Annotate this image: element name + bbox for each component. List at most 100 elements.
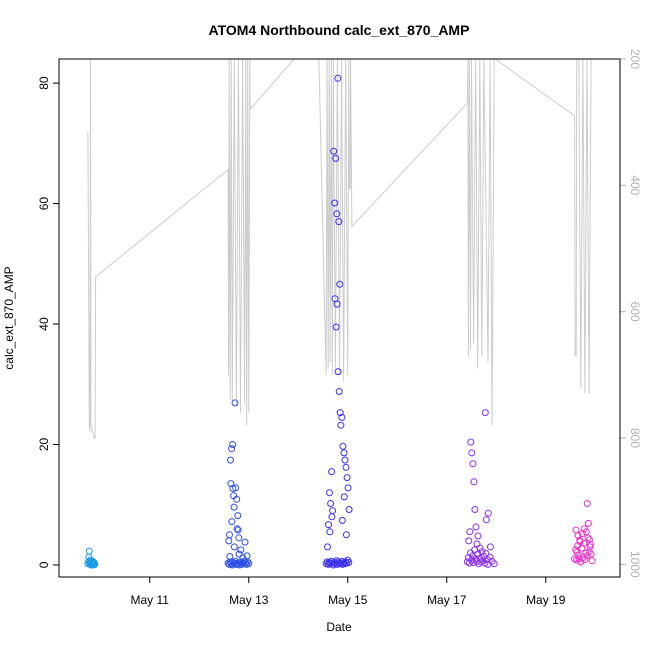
- data-point: [235, 550, 243, 558]
- data-point: [241, 538, 249, 546]
- data-point: [234, 526, 242, 534]
- data-point: [233, 525, 241, 533]
- data-point: [340, 449, 348, 457]
- y-tick-label: 60: [37, 197, 51, 211]
- data-point: [338, 413, 346, 421]
- data-point: [337, 421, 345, 429]
- data-point: [227, 456, 234, 464]
- data-point: [229, 485, 237, 492]
- y-tick-label: 80: [37, 76, 51, 90]
- data-point: [469, 460, 477, 468]
- data-point: [341, 456, 349, 464]
- data-point: [345, 506, 353, 513]
- data-point: [473, 540, 481, 548]
- data-point: [579, 554, 587, 562]
- data-point: [336, 409, 344, 417]
- data-point: [235, 534, 243, 542]
- data-point: [335, 218, 343, 226]
- data-point: [342, 531, 350, 539]
- data-point: [582, 549, 590, 557]
- data-point: [468, 449, 476, 457]
- y2-tick-label: 200: [628, 49, 642, 69]
- x-tick-label: May 15: [328, 593, 368, 607]
- data-point: [326, 528, 334, 536]
- y2-tick-label: 800: [628, 428, 642, 448]
- data-point: [342, 463, 350, 471]
- y-tick-label: 0: [37, 561, 51, 568]
- data-point: [470, 559, 478, 566]
- x-axis-label: Date: [326, 620, 352, 634]
- data-point: [234, 560, 242, 568]
- data-point: [334, 368, 342, 376]
- data-point: [343, 474, 351, 482]
- data-point: [331, 199, 339, 207]
- data-point: [344, 484, 352, 492]
- data-point: [335, 388, 343, 395]
- data-point: [334, 74, 342, 82]
- data-point: [584, 534, 592, 542]
- data-point: [225, 537, 233, 545]
- x-tick-label: May 11: [131, 593, 170, 607]
- data-point: [230, 503, 238, 511]
- data-point: [486, 543, 494, 551]
- data-point: [243, 552, 251, 560]
- data-point: [328, 513, 336, 521]
- data-point: [234, 512, 242, 520]
- data-point: [481, 409, 489, 417]
- data-point: [583, 552, 591, 560]
- data-point: [85, 547, 93, 555]
- data-point: [575, 555, 583, 563]
- data-point: [466, 528, 474, 536]
- data-point: [333, 210, 341, 218]
- data-point: [467, 438, 475, 446]
- data-point: [232, 484, 240, 492]
- data-point: [484, 509, 492, 517]
- data-point: [576, 538, 584, 545]
- y2-tick-label: 1000: [628, 551, 642, 578]
- secondary-series-line: [87, 58, 592, 439]
- data-point: [587, 550, 595, 558]
- data-point: [228, 445, 236, 453]
- data-point: [580, 539, 588, 547]
- data-point: [586, 543, 594, 551]
- data-point: [328, 468, 336, 476]
- x-tick-label: May 17: [427, 593, 467, 607]
- plot-frame: [58, 58, 621, 578]
- data-point: [471, 506, 479, 513]
- data-point: [338, 516, 346, 524]
- data-points-layer: [84, 74, 596, 569]
- data-point: [324, 543, 331, 551]
- data-point: [481, 559, 489, 567]
- data-point: [326, 489, 333, 497]
- secondary-line-layer: [87, 58, 592, 439]
- data-point: [327, 500, 335, 507]
- data-point: [474, 532, 482, 540]
- data-point: [470, 478, 478, 486]
- data-point: [340, 493, 348, 501]
- data-point: [472, 523, 480, 531]
- data-point: [332, 323, 340, 331]
- data-point: [585, 536, 593, 544]
- data-point: [245, 560, 253, 568]
- data-point: [586, 541, 594, 548]
- data-point: [226, 553, 234, 560]
- data-point: [336, 280, 344, 288]
- y-axis-label: calc_ext_870_AMP: [2, 266, 16, 369]
- data-point: [231, 399, 239, 407]
- data-point: [588, 557, 596, 565]
- data-point: [583, 500, 591, 507]
- data-point: [345, 559, 353, 566]
- data-point: [329, 507, 337, 515]
- data-point: [230, 543, 238, 551]
- data-point: [330, 147, 338, 155]
- data-point: [339, 442, 347, 450]
- y2-tick-label: 600: [628, 302, 642, 322]
- data-point: [490, 560, 498, 568]
- data-point: [233, 495, 241, 503]
- x-tick-label: May 13: [229, 593, 269, 607]
- chart-title: ATOM4 Northbound calc_ext_870_AMP: [209, 22, 470, 38]
- data-point: [582, 528, 590, 536]
- data-point: [325, 521, 332, 529]
- data-point: [226, 531, 233, 539]
